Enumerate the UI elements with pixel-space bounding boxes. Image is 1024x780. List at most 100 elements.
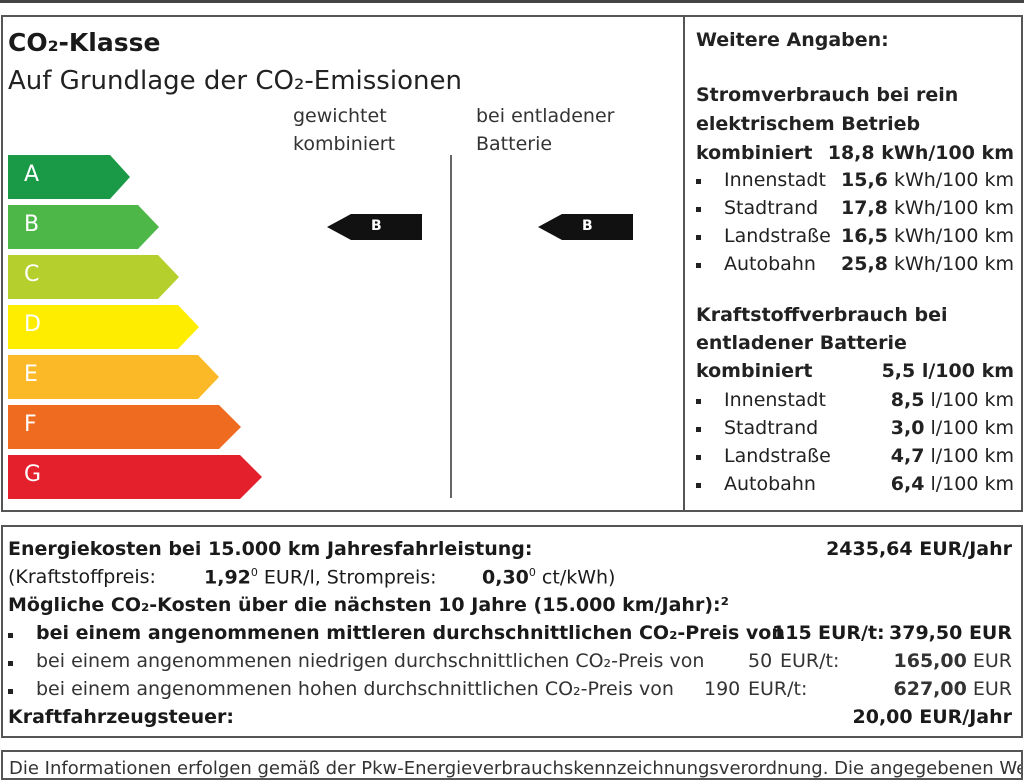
power-row-value: 15,6 kWh/100 km [841,169,1014,191]
fuel-row-value: 8,5 l/100 km [891,389,1014,411]
power-row-value: 25,8 kWh/100 km [841,253,1014,275]
class-arrow-f-shape [8,405,241,449]
class-letter-d: D [24,312,41,337]
class-arrow-c-shape [8,255,179,299]
fuel-row-value: 3,0 l/100 km [891,417,1014,439]
bullet-icon [8,689,13,694]
discharged-column-header: bei entladener Batterie [476,102,614,158]
discharged-pointer-shape [538,214,633,240]
bullet-icon [8,633,13,638]
scenario-text: bei einem angenommenen niedrigen durchsc… [36,650,705,672]
scenario-amount-number: 627,00 [893,678,967,700]
fuel-price: 1,920 EUR/l, Strompreis: [204,566,437,588]
co2-scenario-low: bei einem angenommenen niedrigen durchsc… [8,650,1012,678]
fuel-price-footnote: 0 [250,566,258,579]
power-value-number: 17,8 [841,197,888,219]
class-letter-a: A [24,162,40,187]
weighted-class-pointer: B [327,214,423,240]
scenario-price: 50 [748,650,773,672]
fuel-row-value: 4,7 l/100 km [891,445,1014,467]
co2-costs-heading-text: Mögliche CO₂-Kosten über die nächsten 10… [8,594,729,616]
scenario-amount-unit: EUR [966,678,1012,700]
fuel-row-city: Innenstadt 8,5 l/100 km [696,389,1014,417]
vehicle-tax-row: Kraftfahrzeugsteuer: 20,00 EUR/Jahr [8,706,1012,734]
fuel-value-unit: l/100 km [924,473,1014,495]
weighted-header-line-1: gewichtet [293,105,387,127]
power-row-rural: Landstraße 16,5 kWh/100 km [696,225,1014,253]
fuel-price-unit: EUR/l, Strompreis: [257,566,437,589]
bullet-icon [696,427,701,432]
power-row-label: Landstraße [724,225,831,247]
discharged-class-pointer: B [538,214,634,240]
co2-scenario-high: bei einem angenommenen hohen durchschnit… [8,678,1012,706]
power-value-number: 16,5 [841,225,888,247]
power-value-unit: kWh/100 km [887,169,1014,191]
power-value-unit: kWh/100 km [887,197,1014,219]
power-row-suburban: Stadtrand 17,8 kWh/100 km [696,197,1014,225]
power-row-value: 17,8 kWh/100 km [841,197,1014,219]
fuel-combined-row: kombiniert 5,5 l/100 km [696,360,1014,388]
scenario-amount-unit: EUR [966,650,1012,672]
scenario-amount-number: 165,00 [893,650,967,672]
discharged-header-line-1: bei entladener [476,105,615,127]
co2-costs-heading: Mögliche CO₂-Kosten über die nächsten 10… [8,594,1012,622]
weighted-class-letter: B [371,218,382,234]
power-row-label: Stadtrand [724,197,819,219]
costs-panel [1,525,1023,738]
power-consumption-heading-1: Stromverbrauch bei rein [696,84,959,106]
scenario-price: 190 [704,678,741,700]
bullet-icon [696,235,701,240]
co2-scenario-medium: bei einem angenommenen mittleren durchsc… [8,622,1012,650]
scenario-amount: 627,00 EUR [894,678,1012,700]
fuel-row-label: Innenstadt [724,389,826,411]
bullet-icon [696,263,701,268]
energy-costs-label: Energiekosten bei 15.000 km Jahresfahrle… [8,538,533,560]
class-arrow-e-shape [8,355,219,399]
power-price: 0,300 ct/kWh) [482,566,615,588]
scenario-amount: 379,50 EUR [889,622,1012,644]
class-arrow-a-shape [8,155,130,199]
power-value-number: 15,6 [841,169,888,191]
scenario-unit: EUR/t: [780,650,840,672]
fuel-row-label: Autobahn [724,473,816,495]
class-arrow-g-shape [8,455,262,499]
class-letter-g: G [24,462,42,487]
bullet-icon [696,207,701,212]
bullet-icon [696,483,701,488]
energy-costs-row: Energiekosten bei 15.000 km Jahresfahrle… [8,538,1012,566]
power-row-label: Innenstadt [724,169,826,191]
class-letter-b: B [24,212,40,237]
power-row-city: Innenstadt 15,6 kWh/100 km [696,169,1014,197]
class-arrow-b-shape [8,205,159,249]
class-arrow-d-shape [8,305,199,349]
column-divider [450,155,452,498]
power-consumption-heading-2: elektrischem Betrieb [696,113,921,135]
fuel-value-number: 3,0 [890,417,925,439]
power-combined-label: kombiniert [696,142,813,164]
fuel-price-label: (Kraftstoffpreis: [8,566,156,588]
fuel-consumption-heading-1: Kraftstoffverbrauch bei [696,304,948,326]
fuel-row-label: Stadtrand [724,417,819,439]
class-letter-f: F [24,412,37,437]
scenario-text: bei einem angenommenen mittleren durchsc… [36,622,785,644]
co2-class-title: CO₂-Klasse [8,28,161,57]
co2-class-subtitle: Auf Grundlage der CO₂-Emissionen [8,66,462,96]
scenario-text: bei einem angenommenen hohen durchschnit… [36,678,674,700]
fuel-row-suburban: Stadtrand 3,0 l/100 km [696,417,1014,445]
energy-costs-value: 2435,64 EUR/Jahr [826,538,1012,560]
fuel-row-highway: Autobahn 6,4 l/100 km [696,473,1014,501]
class-letter-c: C [24,262,40,287]
price-basis-row: (Kraftstoffpreis: 1,920 EUR/l, Stromprei… [8,566,1012,594]
power-combined-row: kombiniert 18,8 kWh/100 km [696,142,1014,170]
power-row-value: 16,5 kWh/100 km [841,225,1014,247]
scenario-unit: EUR/t: [748,678,808,700]
top-rule [0,0,1024,3]
scenario-price: 115 [772,622,812,644]
fuel-combined-value: 5,5 l/100 km [881,360,1014,382]
fuel-value-unit: l/100 km [924,417,1014,439]
footer-note-panel: Die Informationen erfolgen gemäß der Pkw… [1,750,1023,780]
fuel-row-label: Landstraße [724,445,831,467]
fuel-row-rural: Landstraße 4,7 l/100 km [696,445,1014,473]
power-price-footnote: 0 [528,566,536,579]
power-row-label: Autobahn [724,253,816,275]
